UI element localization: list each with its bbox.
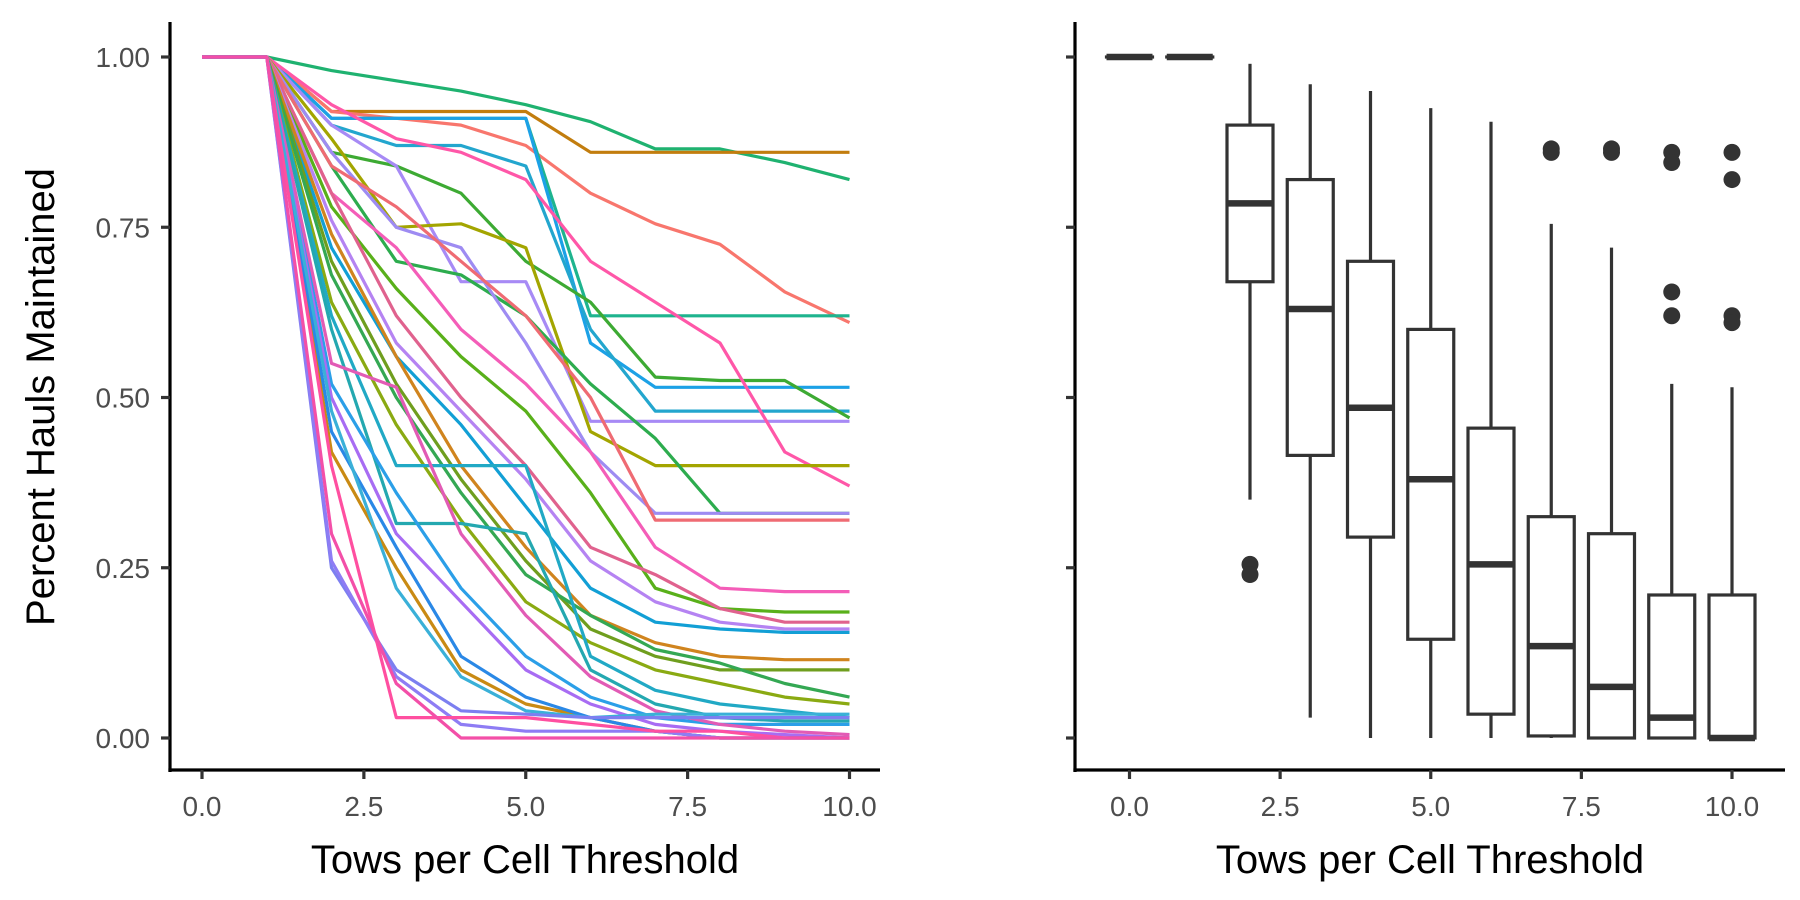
series-line-33 [202, 55, 850, 740]
outlier-point [1542, 143, 1560, 161]
series-line-10 [202, 55, 850, 468]
boxplot-8 [1586, 140, 1637, 740]
y-tick-label: 0.75 [96, 212, 151, 243]
x-tick-label: 7.5 [668, 791, 707, 822]
series-line-12 [202, 55, 850, 515]
series-line-21 [202, 55, 850, 699]
boxplot-9 [1647, 143, 1697, 740]
box [1526, 515, 1576, 738]
line-panel: 0.00 0.25 0.50 0.75 1.00 0.0 2.5 5.0 7.5 10.0 To… [19, 22, 880, 882]
x-tick-label: 0.0 [183, 791, 222, 822]
box [1345, 259, 1396, 539]
boxplot-3 [1285, 84, 1335, 718]
boxplot-5 [1406, 108, 1456, 738]
x-tick-label: 2.5 [344, 791, 383, 822]
outlier-point [1663, 307, 1681, 325]
y-tick-label: 0.00 [96, 723, 151, 754]
outlier-point [1663, 283, 1681, 301]
y-tick-label: 0.50 [96, 383, 151, 414]
series-line-30 [202, 55, 850, 720]
series-line-19 [202, 55, 850, 662]
series-line-34 [202, 55, 850, 740]
box-panel: 0.0 2.5 5.0 7.5 10.0 Tows per Cell Threshold [1066, 22, 1785, 882]
series-line-23 [202, 55, 850, 720]
box [1406, 327, 1456, 641]
series-line-26 [202, 55, 850, 737]
outlier-point [1663, 154, 1681, 172]
boxplot-2 [1225, 63, 1275, 584]
series-line-8 [202, 55, 850, 423]
boxplot-7 [1526, 140, 1576, 738]
box [1586, 532, 1637, 740]
boxplot-10 [1707, 143, 1757, 742]
series-line-5 [202, 55, 850, 389]
series-line-18 [202, 55, 850, 635]
x-tick-label-right: 5.0 [1411, 791, 1450, 822]
x-tick-label-right: 7.5 [1562, 791, 1601, 822]
box [1707, 593, 1757, 740]
boxplot-6 [1466, 121, 1516, 738]
series-line-22 [202, 55, 850, 706]
x-tick-label: 5.0 [506, 791, 545, 822]
series-line-15 [202, 55, 850, 614]
y-tick-label: 1.00 [96, 42, 151, 73]
box [1647, 593, 1697, 740]
y-tick-label: 0.25 [96, 553, 151, 584]
y-axis-title: Percent Hauls Maintained [19, 168, 63, 626]
outlier-point [1723, 171, 1741, 189]
y-axis-ticks-right [1066, 55, 1075, 740]
x-tick-label-right: 10.0 [1705, 791, 1760, 822]
x-tick-label-right: 0.0 [1110, 791, 1149, 822]
outlier-point [1723, 143, 1741, 161]
series-line-25 [202, 55, 850, 727]
x-axis-title: Tows per Cell Threshold [311, 838, 739, 882]
box [1466, 426, 1516, 716]
x-axis-title-right: Tows per Cell Threshold [1216, 838, 1644, 882]
outlier-point [1723, 314, 1741, 332]
y-axis-ticks: 0.00 0.25 0.50 0.75 1.00 [96, 42, 170, 754]
x-axis-ticks: 0.0 2.5 5.0 7.5 10.0 [183, 770, 877, 822]
x-axis-ticks-right: 0.0 2.5 5.0 7.5 10.0 [1110, 770, 1759, 822]
series-line-17 [202, 55, 850, 631]
series-line-13 [202, 55, 850, 522]
box [1285, 177, 1335, 457]
boxplot-4 [1345, 91, 1396, 738]
outlier-point [1603, 143, 1620, 161]
series-line-9 [202, 55, 851, 488]
boxplots [1104, 53, 1757, 742]
x-tick-label: 10.0 [822, 791, 877, 822]
series-lines [202, 55, 851, 740]
x-tick-label-right: 2.5 [1261, 791, 1300, 822]
series-line-3 [202, 55, 851, 325]
outlier-point [1241, 566, 1259, 584]
